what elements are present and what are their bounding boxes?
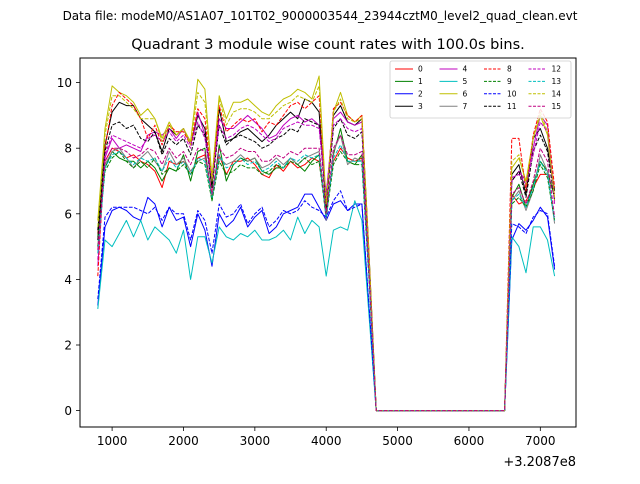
- legend-label: 7: [463, 102, 468, 111]
- plot-area: [97, 75, 556, 412]
- x-tick-label: 7000: [525, 434, 556, 448]
- legend-label: 10: [507, 89, 517, 98]
- series-line-15: [97, 134, 556, 412]
- y-tick-label: 8: [64, 142, 72, 156]
- x-tick-label: 1000: [97, 434, 128, 448]
- legend-box: [389, 60, 572, 119]
- y-tick-label: 2: [64, 339, 72, 353]
- legend-label: 1: [418, 77, 423, 86]
- legend-label: 13: [552, 77, 562, 86]
- axis-ticks: 1000 2000 3000 4000 5000 6000 7000 0 2 4 6 8 10: [57, 76, 556, 448]
- series-line-14: [97, 85, 556, 412]
- series-line-13: [97, 144, 556, 412]
- legend-label: 3: [418, 102, 423, 111]
- legend-label: 5: [463, 77, 468, 86]
- x-tick-label: 5000: [382, 434, 413, 448]
- legend-label: 15: [552, 102, 562, 111]
- y-tick-label: 6: [64, 207, 72, 221]
- legend-label: 6: [463, 89, 468, 98]
- chart-title: Quadrant 3 module wise count rates with …: [131, 37, 525, 53]
- x-offset-label: +3.2087e8: [503, 455, 576, 470]
- axes-frame: [79, 57, 577, 428]
- legend-label: 9: [507, 77, 512, 86]
- x-tick-label: 6000: [454, 434, 485, 448]
- data-file-label: Data file: modeM0/AS1A07_101T02_90000035…: [63, 9, 578, 23]
- y-tick-label: 0: [64, 404, 72, 418]
- legend-label: 12: [552, 65, 562, 74]
- legend-label: 0: [418, 65, 423, 74]
- legend-label: 8: [507, 65, 512, 74]
- x-tick-label: 3000: [240, 434, 271, 448]
- legend-label: 2: [418, 89, 423, 98]
- y-tick-label: 10: [57, 76, 72, 90]
- legend-label: 14: [552, 89, 562, 98]
- x-tick-label: 2000: [168, 434, 199, 448]
- x-tick-label: 4000: [311, 434, 342, 448]
- legend-label: 4: [463, 65, 468, 74]
- y-tick-label: 4: [64, 273, 72, 287]
- legend-label: 11: [507, 102, 517, 111]
